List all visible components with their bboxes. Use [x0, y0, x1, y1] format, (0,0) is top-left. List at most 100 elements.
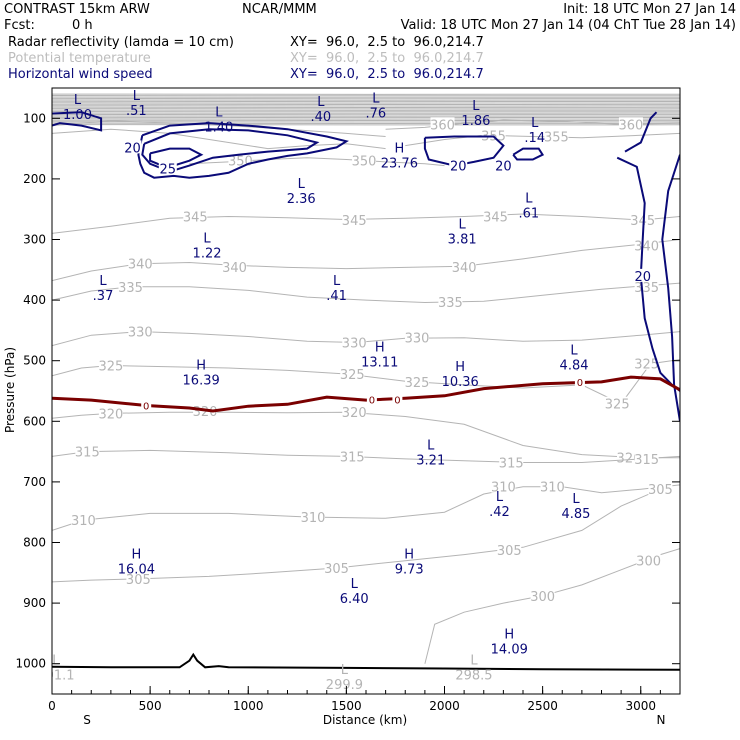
theta-label-330: 330 [128, 326, 153, 341]
theta-label-bg [340, 367, 365, 381]
theta-label-325: 325 [405, 376, 430, 391]
theta-label-bg [497, 542, 522, 556]
theta-label-350: 350 [352, 155, 377, 170]
extremum-value: 3.81 [448, 232, 477, 247]
theta-label-bg [452, 259, 477, 273]
x-axis-label: Distance (km) [323, 713, 407, 727]
theta-label-bg [483, 209, 508, 223]
theta-label-bg [98, 406, 123, 420]
y-tick-label: 300 [23, 233, 46, 247]
fcst-label: Fcst: [4, 18, 35, 33]
theta-label-bg [540, 479, 565, 493]
theta-label-325: 325 [605, 398, 630, 413]
wind-contour-20-west [52, 111, 103, 132]
theta-label-300: 300 [530, 590, 555, 605]
x-tick-label: 3000 [625, 699, 656, 713]
zero-label-bg [141, 399, 152, 411]
theta-label-bg [342, 335, 367, 349]
extremum-letter: L [472, 99, 480, 114]
wind-label-20: 20 [495, 160, 512, 175]
extremum-value: .41 [326, 289, 347, 304]
theta-label-300: 300 [636, 555, 661, 570]
theta-label-bg [75, 444, 100, 458]
wind-label-20: 20 [450, 160, 467, 175]
field-theta-xy: XY= 96.0, 2.5 to 96.0,214.7 [290, 51, 484, 66]
extremum-letter: L [525, 191, 533, 206]
wind-label-bg [494, 158, 513, 172]
theta-label-bg [499, 455, 524, 469]
theta-line-345 [52, 213, 680, 234]
x-tick-label: 500 [139, 699, 162, 713]
y-axis-label: Pressure (hPa) [3, 347, 17, 433]
extremum-letter: L [333, 274, 341, 289]
center-label: NCAR/MMM [242, 2, 317, 17]
extremum-value: 4.84 [560, 358, 589, 373]
extremum-value: 1.00 [63, 108, 92, 123]
theta-label-305: 305 [324, 562, 349, 577]
extremum-letter: L [470, 654, 478, 669]
theta-label-bg [128, 324, 153, 338]
fcst-value: 0 h [72, 18, 93, 33]
extremum-value: .61 [519, 206, 540, 221]
theta-line-upper-curve-2 [52, 128, 386, 150]
extremum-value: .40 [311, 110, 332, 125]
theta-label-bg [183, 209, 208, 223]
theta-label-345: 345 [342, 214, 367, 229]
theta-label-bg [634, 238, 659, 252]
field-radar-label: Radar reflectivity (lamda = 10 cm) [8, 35, 234, 50]
extremum-value: .14 [524, 131, 545, 146]
theta-label-bg [634, 451, 659, 465]
field-theta-label: Potential temperature [8, 51, 151, 66]
theta-label-310: 310 [301, 511, 326, 526]
theta-label-bg [544, 129, 569, 143]
theta-label-bg [438, 294, 463, 308]
wind-contour-20-jet-upper [137, 122, 349, 179]
theta-label-305: 305 [126, 573, 151, 588]
extremum-letter: L [203, 231, 211, 246]
theta-label-bg [618, 117, 643, 131]
extremum-letter: L [317, 95, 325, 110]
theta-label-bg [491, 479, 516, 493]
wind-label-bg [158, 161, 177, 175]
wind-label-25: 25 [160, 163, 177, 178]
extremum-letter: L [572, 492, 580, 507]
theta-label-315: 315 [340, 450, 365, 465]
zero-line-label: 0 [394, 395, 400, 406]
extremum-letter: L [133, 89, 141, 104]
extremum-letter: L [351, 577, 359, 592]
theta-label-bg [128, 256, 153, 270]
x-tick-label: 2000 [429, 699, 460, 713]
theta-label-350: 350 [228, 155, 253, 170]
wind-contour-20-east-small [512, 147, 545, 161]
theta-label-bg [530, 588, 555, 602]
theta-label-360: 360 [619, 118, 644, 133]
valid-time: Valid: 18 UTC Mon 27 Jan 14 (04 ChT Tue … [401, 18, 736, 33]
extremum-value: 9.73 [395, 563, 424, 578]
theta-label-325: 325 [98, 360, 123, 375]
theta-label-bg [636, 553, 661, 567]
theta-label-305: 305 [497, 544, 522, 559]
theta-label-bg [648, 482, 673, 496]
x-end-label-south: S [83, 713, 91, 727]
extremum-letter: L [52, 654, 60, 669]
theta-label-335: 335 [438, 296, 463, 311]
extremum-value: 1.86 [461, 114, 490, 129]
extremum-value: 16.04 [118, 563, 155, 578]
theta-line-310 [52, 484, 680, 531]
theta-label-315: 315 [75, 446, 100, 461]
zero-line-label: 0 [577, 378, 583, 389]
theta-line-315 [52, 449, 680, 463]
extremum-letter: L [341, 663, 349, 678]
y-tick-label: 400 [23, 293, 46, 307]
extremum-letter: L [427, 439, 435, 454]
extremum-letter: H [404, 548, 414, 563]
y-tick-label: 200 [23, 172, 46, 186]
theta-label-335: 335 [118, 281, 143, 296]
axes: Pressure (hPa) Distance (km) S N 1002003… [3, 87, 681, 727]
extremum-letter: L [372, 91, 380, 106]
extremum-letter: H [394, 142, 404, 157]
theta-line-335 [52, 282, 680, 304]
